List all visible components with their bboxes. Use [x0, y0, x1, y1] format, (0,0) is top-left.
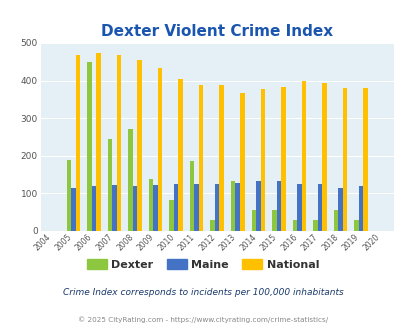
Bar — [128, 129, 132, 231]
Text: © 2025 CityRating.com - https://www.cityrating.com/crime-statistics/: © 2025 CityRating.com - https://www.city… — [78, 317, 327, 323]
Bar — [333, 210, 337, 231]
Bar — [75, 54, 80, 231]
Bar — [337, 188, 342, 231]
Bar — [178, 79, 183, 231]
Bar — [190, 161, 194, 231]
Bar — [317, 183, 321, 231]
Bar — [251, 210, 256, 231]
Bar — [117, 55, 121, 231]
Bar — [87, 62, 92, 231]
Bar — [301, 81, 305, 231]
Bar — [112, 185, 117, 231]
Bar — [358, 186, 362, 231]
Bar — [235, 183, 239, 231]
Bar — [198, 85, 203, 231]
Bar — [321, 83, 326, 231]
Bar — [158, 69, 162, 231]
Bar — [239, 92, 244, 231]
Bar — [260, 89, 264, 231]
Bar — [214, 184, 219, 231]
Bar — [292, 220, 296, 231]
Bar — [173, 184, 178, 231]
Bar — [342, 88, 346, 231]
Legend: Dexter, Maine, National: Dexter, Maine, National — [82, 255, 323, 274]
Bar — [280, 86, 285, 231]
Bar — [92, 186, 96, 231]
Bar — [137, 60, 141, 231]
Bar — [312, 220, 317, 231]
Bar — [256, 182, 260, 231]
Bar — [96, 53, 100, 231]
Bar — [169, 200, 173, 231]
Bar — [66, 160, 71, 231]
Bar — [194, 184, 198, 231]
Bar — [210, 220, 214, 231]
Bar — [276, 182, 280, 231]
Bar — [271, 210, 276, 231]
Bar — [219, 85, 224, 231]
Bar — [362, 88, 367, 231]
Bar — [153, 185, 158, 231]
Bar — [296, 183, 301, 231]
Title: Dexter Violent Crime Index: Dexter Violent Crime Index — [101, 24, 333, 39]
Bar — [149, 179, 153, 231]
Text: Crime Index corresponds to incidents per 100,000 inhabitants: Crime Index corresponds to incidents per… — [62, 287, 343, 297]
Bar — [353, 220, 358, 231]
Bar — [107, 139, 112, 231]
Bar — [71, 188, 75, 231]
Bar — [132, 186, 137, 231]
Bar — [230, 181, 235, 231]
